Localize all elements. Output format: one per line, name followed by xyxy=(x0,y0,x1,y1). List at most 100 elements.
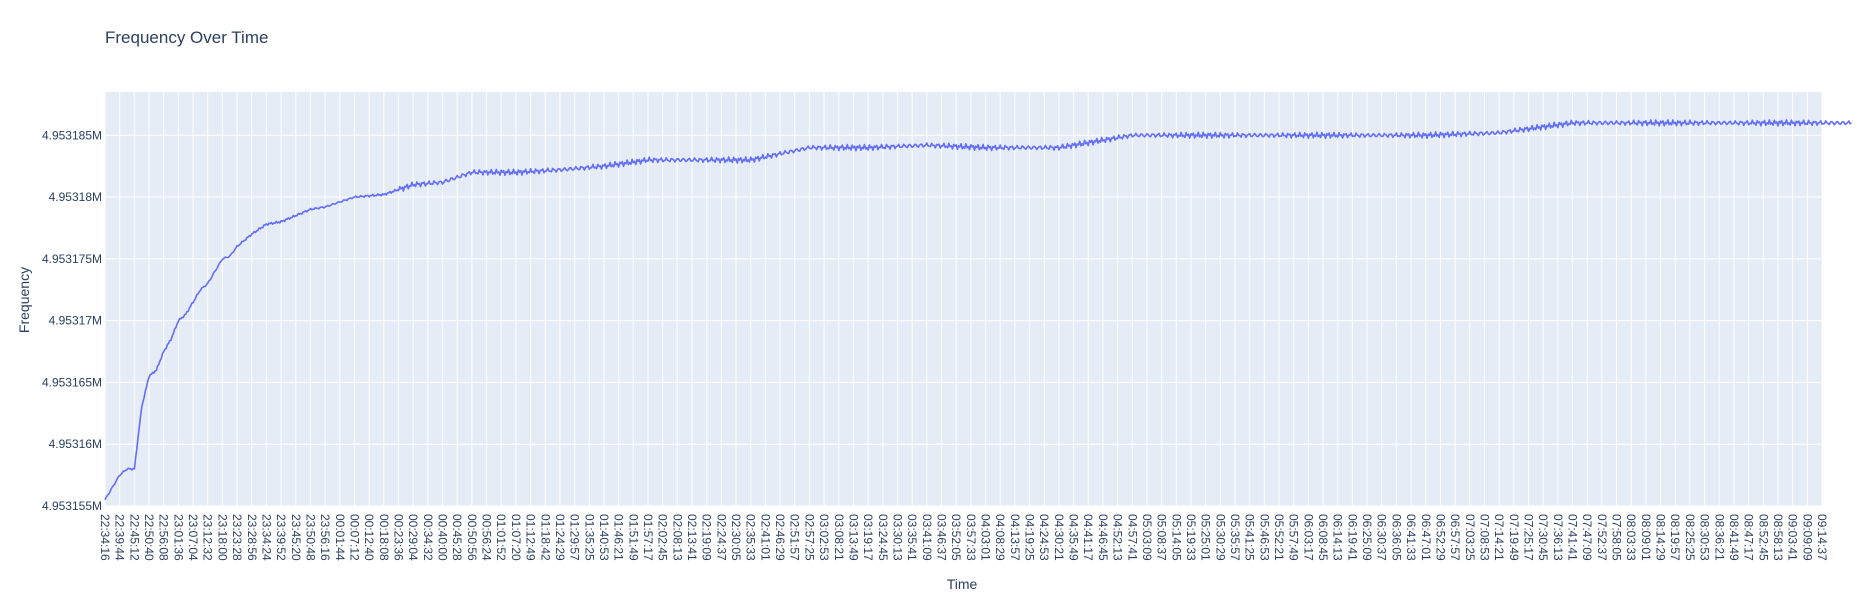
y-tick-label: 4.95317M xyxy=(49,314,102,328)
x-tick-label: 00:56:24 xyxy=(480,514,494,561)
x-tick-label: 08:52:45 xyxy=(1756,514,1770,561)
x-tick-label: 23:01:36 xyxy=(171,514,185,561)
x-tick-label: 03:30:13 xyxy=(890,514,904,561)
x-tick-label: 07:52:37 xyxy=(1595,514,1609,561)
x-axis-title: Time xyxy=(947,576,978,592)
x-tick-label: 01:01:52 xyxy=(494,514,508,561)
x-tick-label: 22:34:16 xyxy=(98,514,112,561)
x-tick-label: 08:19:57 xyxy=(1668,514,1682,561)
plot-area[interactable] xyxy=(105,92,1822,506)
x-tick-label: 02:13:41 xyxy=(685,514,699,561)
x-tick-label: 05:57:49 xyxy=(1287,514,1301,561)
x-tick-label: 07:47:09 xyxy=(1580,514,1594,561)
x-tick-label: 22:50:40 xyxy=(142,514,156,561)
x-tick-label: 06:52:29 xyxy=(1433,514,1447,561)
x-tick-label: 01:51:49 xyxy=(626,514,640,561)
x-tick-label: 04:19:25 xyxy=(1023,514,1037,561)
x-tick-label: 00:23:36 xyxy=(392,514,406,561)
x-tick-label: 02:30:05 xyxy=(729,514,743,561)
x-tick-label: 08:25:25 xyxy=(1683,514,1697,561)
x-tick-label: 04:57:41 xyxy=(1125,514,1139,561)
x-tick-label: 07:08:53 xyxy=(1477,514,1491,561)
x-tick-label: 04:52:13 xyxy=(1111,514,1125,561)
x-tick-label: 03:35:41 xyxy=(905,514,919,561)
x-tick-label: 03:08:21 xyxy=(832,514,846,561)
x-tick-label: 09:03:41 xyxy=(1786,514,1800,561)
x-tick-label: 05:19:33 xyxy=(1184,514,1198,561)
x-tick-label: 08:09:01 xyxy=(1639,514,1653,561)
y-tick-label: 4.95318M xyxy=(49,190,102,204)
x-tick-label: 22:45:12 xyxy=(127,514,141,561)
x-tick-label: 00:50:56 xyxy=(465,514,479,561)
x-tick-label: 23:12:32 xyxy=(201,514,215,561)
x-tick-label: 06:36:05 xyxy=(1389,514,1403,561)
x-tick-label: 03:41:09 xyxy=(920,514,934,561)
x-tick-label: 23:39:52 xyxy=(274,514,288,561)
x-tick-label: 09:09:09 xyxy=(1800,514,1814,561)
x-tick-label: 22:56:08 xyxy=(157,514,171,561)
x-tick-label: 07:41:41 xyxy=(1566,514,1580,561)
x-tick-label: 04:24:53 xyxy=(1037,514,1051,561)
y-axis-title: Frequency xyxy=(16,267,32,333)
x-tick-label: 01:07:20 xyxy=(509,514,523,561)
x-tick-label: 02:19:09 xyxy=(700,514,714,561)
x-tick-label: 03:57:33 xyxy=(964,514,978,561)
x-tick-label: 05:08:37 xyxy=(1155,514,1169,561)
x-tick-label: 08:41:49 xyxy=(1727,514,1741,561)
x-tick-label: 23:07:04 xyxy=(186,514,200,561)
x-tick-label: 05:35:57 xyxy=(1228,514,1242,561)
x-axis-ticks: 22:34:16 22:39:44 22:45:12 22:50:40 22:56:08… xyxy=(98,514,1829,561)
x-tick-label: 09:14:37 xyxy=(1815,514,1829,561)
x-tick-label: 06:08:45 xyxy=(1316,514,1330,561)
x-tick-label: 02:41:01 xyxy=(758,514,772,561)
x-tick-label: 07:19:49 xyxy=(1507,514,1521,561)
gridlines xyxy=(104,92,1823,507)
x-tick-label: 01:35:25 xyxy=(582,514,596,561)
x-tick-label: 00:07:12 xyxy=(347,514,361,561)
x-tick-label: 01:57:17 xyxy=(641,514,655,561)
x-tick-label: 03:13:49 xyxy=(846,514,860,561)
x-tick-label: 04:03:01 xyxy=(979,514,993,561)
x-tick-label: 01:29:57 xyxy=(568,514,582,561)
x-tick-label: 04:41:17 xyxy=(1081,514,1095,561)
x-tick-label: 02:24:37 xyxy=(714,514,728,561)
x-tick-label: 05:30:29 xyxy=(1213,514,1227,561)
x-tick-label: 04:13:57 xyxy=(1008,514,1022,561)
x-tick-label: 02:46:29 xyxy=(773,514,787,561)
x-tick-label: 05:41:25 xyxy=(1243,514,1257,561)
x-tick-label: 01:18:42 xyxy=(538,514,552,561)
x-tick-label: 07:58:05 xyxy=(1610,514,1624,561)
x-tick-label: 08:03:33 xyxy=(1624,514,1638,561)
x-tick-label: 00:12:40 xyxy=(362,514,376,561)
x-tick-label: 02:35:33 xyxy=(744,514,758,561)
x-tick-label: 04:46:45 xyxy=(1096,514,1110,561)
x-tick-label: 08:58:13 xyxy=(1771,514,1785,561)
x-tick-label: 06:19:41 xyxy=(1345,514,1359,561)
x-tick-label: 05:03:09 xyxy=(1140,514,1154,561)
x-tick-label: 08:30:53 xyxy=(1698,514,1712,561)
y-tick-label: 4.953165M xyxy=(42,375,102,389)
x-tick-label: 00:40:00 xyxy=(436,514,450,561)
x-tick-label: 07:36:13 xyxy=(1551,514,1565,561)
x-tick-label: 08:36:21 xyxy=(1712,514,1726,561)
x-tick-label: 06:14:13 xyxy=(1331,514,1345,561)
x-tick-label: 06:57:57 xyxy=(1448,514,1462,561)
x-tick-label: 07:14:21 xyxy=(1492,514,1506,561)
x-tick-label: 23:34:24 xyxy=(259,514,273,561)
x-tick-label: 08:47:17 xyxy=(1742,514,1756,561)
x-tick-label: 23:23:28 xyxy=(230,514,244,561)
x-tick-label: 23:28:56 xyxy=(245,514,259,561)
x-tick-label: 23:45:20 xyxy=(289,514,303,561)
x-tick-label: 00:18:08 xyxy=(377,514,391,561)
series-line[interactable] xyxy=(104,119,1852,501)
x-tick-label: 03:19:17 xyxy=(861,514,875,561)
x-tick-label: 06:47:01 xyxy=(1419,514,1433,561)
x-tick-label: 06:03:17 xyxy=(1301,514,1315,561)
x-tick-label: 22:39:44 xyxy=(113,514,127,561)
x-tick-label: 03:52:05 xyxy=(949,514,963,561)
series-layer xyxy=(104,119,1852,501)
x-tick-label: 04:08:29 xyxy=(993,514,1007,561)
x-tick-label: 02:02:45 xyxy=(656,514,670,561)
x-tick-label: 04:35:49 xyxy=(1067,514,1081,561)
